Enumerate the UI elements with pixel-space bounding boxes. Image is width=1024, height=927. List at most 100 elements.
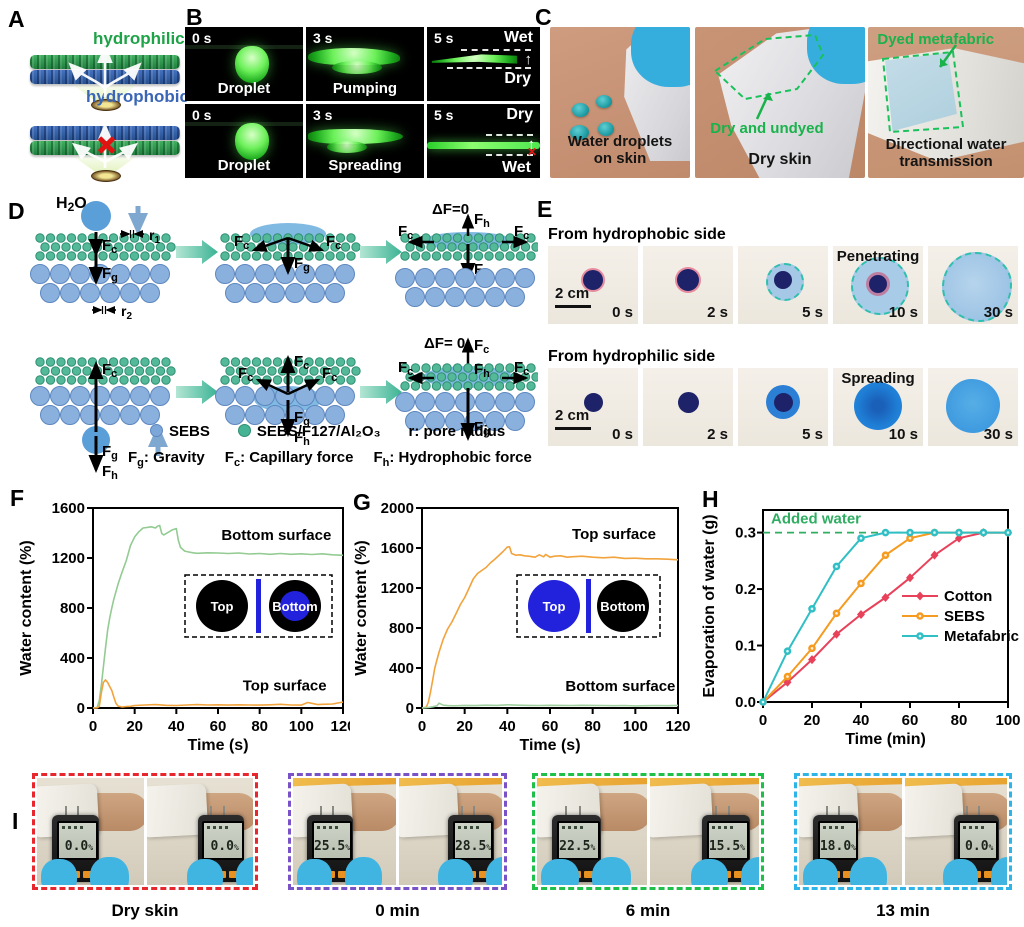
svg-text:Fg: Fg [294,409,310,428]
svg-text:0.0: 0.0 [735,694,756,711]
meter-photo: 18.0% [799,778,902,885]
meter-probe-pin [565,805,568,817]
time-point-label: 13 min [876,901,930,920]
photo-directional-transmission: Dyed metafabric Directional water transm… [868,27,1024,178]
svg-text:Bottom: Bottom [600,599,646,614]
moisture-reading: 22.5% [559,838,596,854]
svg-text:Fg: Fg [102,265,118,284]
percent-unit: % [486,842,492,852]
svg-text:Fc: Fc [398,359,413,378]
photo-caption: Dry skin [748,150,812,168]
svg-text:Bottom surface: Bottom surface [221,527,331,544]
hydrophobic-label: hydrophobic [86,87,189,106]
svg-text:Fh: Fh [474,361,490,380]
blue-glove-thumb [344,857,382,885]
svg-text:1600: 1600 [52,500,85,517]
meter-probe-pin [77,805,80,817]
frame-time-label: 3 s [313,30,333,46]
wet-boundary-line [485,154,534,157]
meter-button [478,871,488,879]
svg-text:40: 40 [853,712,870,729]
moisture-reading: 25.5% [313,838,351,854]
meter-probe-pin [825,805,828,817]
svg-text:400: 400 [389,660,414,677]
moisture-reading: 0.0% [64,838,94,854]
svg-text:Top: Top [211,599,234,614]
frame-time-label: 0 s [192,30,212,46]
svg-text:Top surface: Top surface [243,678,327,695]
green-droplet-residue [327,141,368,153]
meter-probe-pin [210,805,213,817]
lcd-status-icons [822,826,845,830]
meter-button [733,871,743,879]
timelapse-photo: Spreading 10 s [833,368,923,446]
dry-label: Dry [504,69,531,87]
scale-label: 2 cm [555,407,590,424]
meter-lcd: 0.0% [202,821,244,860]
blue-glove-finger [297,859,333,885]
green-droplet [234,46,269,84]
svg-text:Time (s): Time (s) [187,737,248,754]
water-droplet [597,122,614,137]
meter-photo: 22.5% [537,778,647,885]
time-label: 10 s [888,426,918,443]
photo-caption: Water droplets on skin [567,132,673,168]
blue-glove-thumb [591,857,632,885]
legend-pore-radius: r: pore radius [408,423,506,440]
light-source-2 [91,170,121,182]
percent-unit: % [233,842,239,852]
time-label: 0 s [612,426,633,443]
svg-text:Fc: Fc [234,233,249,252]
time-label: 5 s [802,426,823,443]
dye-spot [851,257,909,315]
moisture-reading: 15.5% [708,838,745,854]
svg-text:Top surface: Top surface [572,526,656,543]
wet-label: Wet [501,158,531,176]
frame-caption: Spreading [328,157,402,174]
time-label: 30 s [983,304,1013,321]
droplet-frame: 5 s Wet ↑ Dry [427,27,540,101]
svg-text:Metafabric: Metafabric [944,628,1019,645]
frame-time-label: 3 s [313,107,333,123]
phase-annotation: Penetrating [836,248,920,265]
svg-text:0: 0 [759,712,767,729]
svg-text:Water content (%): Water content (%) [353,540,370,675]
time-label: 5 s [802,304,823,321]
svg-text:1200: 1200 [381,580,414,597]
svg-text:Added water: Added water [771,511,861,528]
water-vapor-arrows [68,44,142,168]
up-arrow-icon: ↑ [524,51,533,69]
frame-time-label: 0 s [192,107,212,123]
time-point-label: Dry skin [111,901,179,920]
svg-text:0: 0 [77,700,85,717]
panel-d-force-schematic: H2OFcFgr1r2FcFcFgΔF=0FhFcFcFgFcFgFhFcFcF… [30,195,538,482]
blue-glove-thumb [485,857,502,885]
blue-glove-finger [41,859,78,885]
svg-text:Fh: Fh [102,463,118,482]
percent-unit: % [345,842,351,852]
green-film [431,54,518,64]
legend-sebs: SEBS [150,423,210,440]
lcd-status-icons [562,826,586,830]
svg-text:Fh: Fh [294,429,310,448]
dye-spot [583,270,603,290]
legend-hydrophobic: Fh: Hydrophobic force [373,449,532,469]
dye-spot [677,269,699,291]
svg-text:Evaporation of water (g): Evaporation of water (g) [701,514,718,697]
photo-water-droplets-on-skin: Water droplets on skin [550,27,690,178]
svg-text:1600: 1600 [381,540,414,557]
timelapse-photo: 2 cm 0 s [548,368,638,446]
percent-unit: % [88,842,94,852]
timelapse-photo: 30 s [928,368,1018,446]
dry-label: Dry [506,106,533,123]
svg-text:Fg: Fg [474,419,490,438]
dye-spot [773,392,793,412]
dry-boundary-line [485,133,534,136]
timelapse-photo: 5 s [738,246,828,324]
svg-text:Fc: Fc [326,233,341,252]
blocked-icon [96,136,114,154]
dye-spot [854,382,902,430]
scale-bar [555,305,591,308]
svg-text:80: 80 [584,718,601,735]
